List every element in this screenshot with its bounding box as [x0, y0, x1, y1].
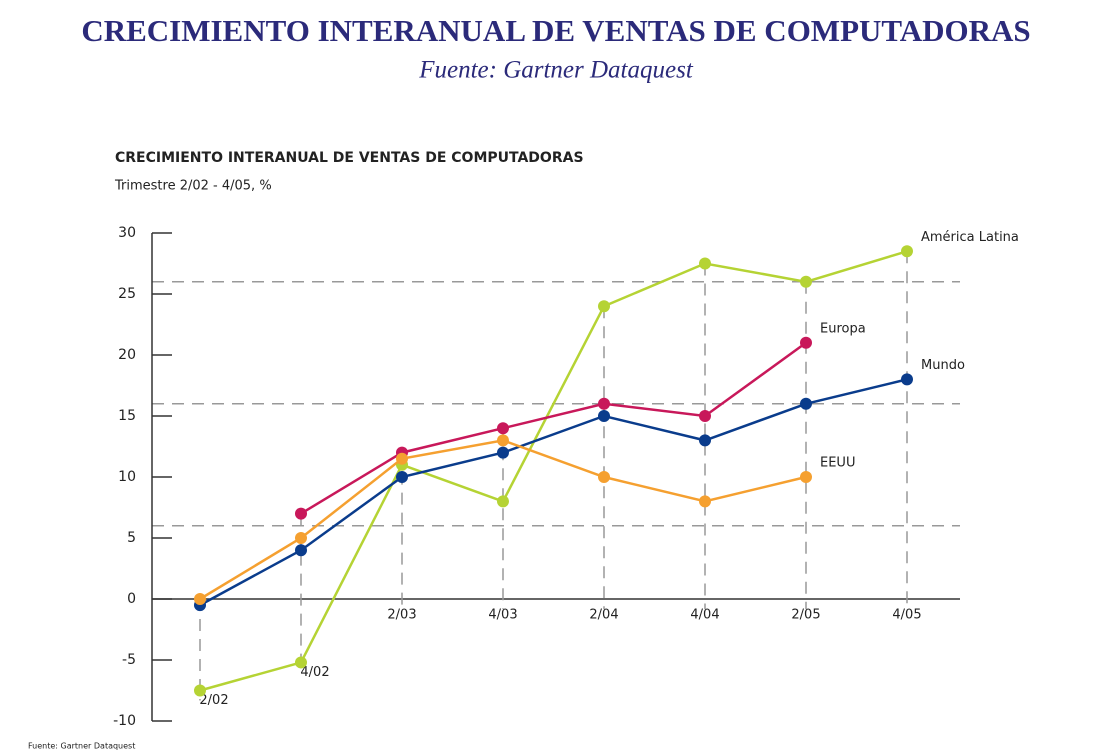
- y-tick-label: 10: [118, 469, 136, 485]
- page-title: CRECIMIENTO INTERANUAL DE VENTAS DE COMP…: [81, 13, 1030, 48]
- x-tick-label: 4/02: [300, 665, 329, 680]
- chart-title: CRECIMIENTO INTERANUAL DE VENTAS DE COMP…: [115, 150, 584, 166]
- footnote: Fuente: Gartner Dataquest: [28, 742, 135, 751]
- data-point: [901, 245, 913, 258]
- data-point: [396, 452, 408, 465]
- data-point: [598, 300, 610, 313]
- chart-subtitle: Trimestre 2/02 - 4/05, %: [114, 179, 272, 194]
- x-tick-label: 2/04: [589, 608, 618, 623]
- data-point: [194, 684, 206, 697]
- data-point: [800, 336, 812, 349]
- data-point: [699, 495, 711, 508]
- data-point: [901, 373, 913, 386]
- data-point: [699, 410, 711, 422]
- y-tick-label: 0: [127, 591, 136, 607]
- series-line: [300, 341, 807, 515]
- data-point: [497, 434, 509, 447]
- data-point: [295, 656, 307, 669]
- data-point: [497, 446, 509, 459]
- data-point: [800, 397, 812, 410]
- series-label: Mundo: [921, 358, 965, 373]
- y-tick-label: 20: [118, 347, 136, 363]
- page-subtitle: Fuente: Gartner Dataquest: [418, 57, 694, 84]
- y-tick-label: 25: [118, 286, 136, 302]
- x-tick-label: 2/05: [791, 608, 820, 623]
- data-point: [497, 495, 509, 508]
- x-tick-label: 4/05: [892, 608, 921, 623]
- series-label: Europa: [820, 321, 866, 336]
- x-tick-label: 2/03: [387, 608, 416, 623]
- y-tick-label: -10: [113, 713, 136, 729]
- data-point: [800, 471, 812, 483]
- y-tick-label: 30: [118, 225, 136, 241]
- data-point: [598, 410, 610, 422]
- data-point: [194, 593, 206, 605]
- data-point: [295, 507, 307, 520]
- x-tick-label: 4/04: [690, 608, 719, 623]
- data-point: [295, 544, 307, 557]
- y-tick-label: 15: [118, 408, 136, 424]
- x-tick-label: 4/03: [488, 608, 517, 623]
- data-point: [699, 434, 711, 447]
- series-label: América Latina: [921, 230, 1019, 245]
- y-tick-label: 5: [127, 530, 136, 546]
- data-point: [396, 471, 408, 483]
- data-point: [699, 257, 711, 270]
- series-line: [199, 378, 908, 607]
- series-label: EEUU: [820, 456, 855, 471]
- data-point: [295, 532, 307, 544]
- data-point: [800, 275, 812, 288]
- data-point: [497, 422, 509, 435]
- x-tick-label: 2/02: [199, 693, 228, 708]
- data-point: [598, 397, 610, 410]
- series-line: [199, 250, 908, 692]
- data-point: [598, 471, 610, 483]
- y-tick-label: -5: [122, 652, 136, 668]
